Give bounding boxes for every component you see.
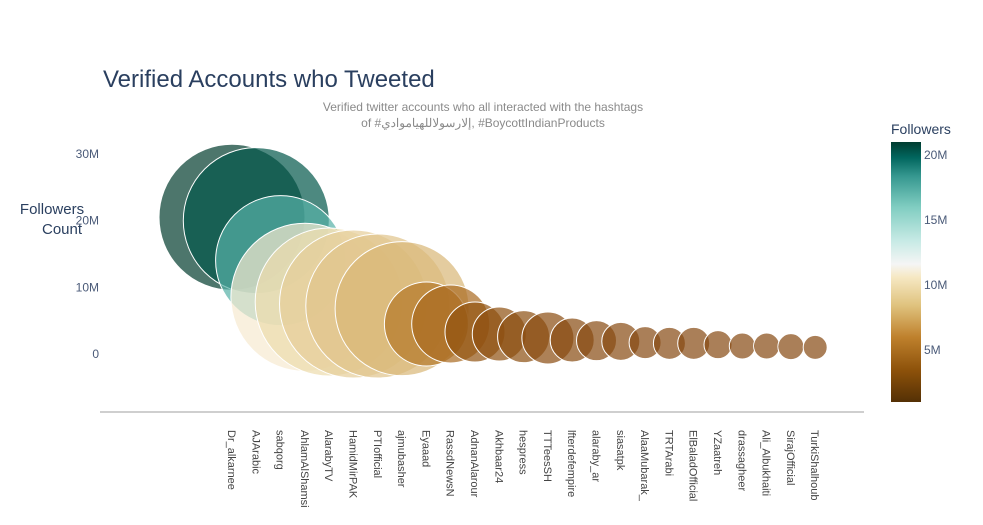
x-tick-label: sabqorg [274,430,286,470]
x-tick-label: alaraby_ar [590,430,602,482]
chart-title: Verified Accounts who Tweeted [103,66,435,93]
x-tick-label: lfterdefempire [565,430,577,497]
y-tick-label: 30M [76,147,99,161]
x-tick-label: Ali_Albukhaiti [760,430,772,496]
bubble-point[interactable] [802,334,828,360]
x-tick-label: ElBaladOfficial [687,430,699,501]
x-tick-label: AJArabic [249,430,261,475]
x-tick-label: AlarabyTV [322,430,334,482]
colorbar-tick-label: 5M [924,343,941,357]
bubble-point[interactable] [728,332,756,360]
x-tick-label: Dr_alkarnee [225,430,237,490]
y-tick-label: 0 [92,347,99,361]
x-tick-label: HamidMirPAK [347,430,359,499]
chart-subtitle-line-2: of #إلارسولاللهياموادي, #BoycottIndianPr… [361,116,605,131]
x-tick-label: TTTeesSH [541,430,553,482]
bubble-point[interactable] [753,332,781,360]
x-tick-label: AdnanAlarour [468,430,480,498]
x-tick-label: AlaaMubarak_ [638,430,650,502]
x-tick-label: hespress [517,430,529,475]
x-tick-label: TRTArabi [662,430,674,476]
x-tick-label: ajmubasher [395,430,407,488]
chart-subtitle-line-1: Verified twitter accounts who all intera… [323,100,643,114]
x-tick-label: Eyaaad [419,430,431,467]
colorbar-tick-label: 10M [924,278,947,292]
y-axis-label-line-2: Count [42,221,83,238]
x-tick-label: SirajOfficial [784,430,796,485]
x-tick-label: RassdNewsN [444,430,456,497]
x-tick-label: AhlamAlShamsi [298,430,310,508]
colorbar [891,142,921,402]
x-tick-label: Akhbaar24 [492,430,504,483]
x-tick-label: YZaatreh [711,430,723,475]
y-tick-label: 10M [76,280,99,294]
x-tick-label: PTIofficial [371,430,383,478]
bubble-point[interactable] [777,333,805,361]
colorbar-tick-label: 20M [924,148,947,162]
bubble-point[interactable] [703,330,733,360]
colorbar-title: Followers [891,121,951,137]
x-tick-label: siasatpk [614,430,626,471]
colorbar-tick-label: 15M [924,213,947,227]
y-axis-label-line-1: Followers [20,201,84,218]
x-tick-label: drassagheer [735,430,747,491]
x-tick-label: TurkiShalhoub [808,430,820,501]
y-tick-label: 20M [76,214,99,228]
